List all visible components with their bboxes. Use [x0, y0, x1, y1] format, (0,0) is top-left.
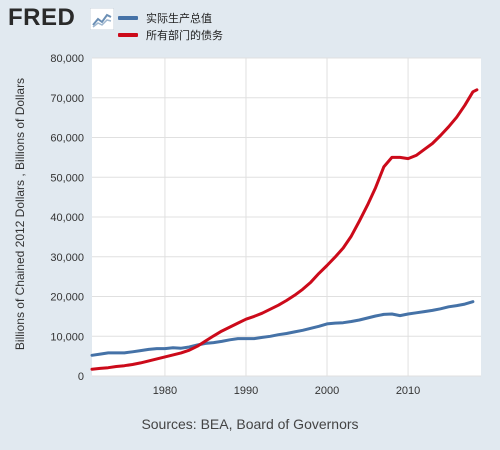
x-tick-label: 1990 — [234, 385, 258, 397]
y-axis-ticks: 0 10,000 20,000 30,000 40,000 50,000 60,000 70,… — [50, 53, 84, 383]
legend-item-real-gdp[interactable]: 实际生产总值 — [118, 9, 223, 26]
series-line-real-gdp[interactable] — [90, 300, 475, 357]
legend-label-real-gdp: 实际生产总值 — [146, 12, 212, 25]
x-axis-ticks: 1980 1990 2000 2010 — [153, 385, 421, 397]
y-tick-label: 30,000 — [50, 252, 84, 264]
legend-item-total-debt[interactable]: 所有部门的债务 — [118, 26, 223, 43]
y-axis-label: Billions of Chained 2012 Dollars , Billi… — [13, 77, 27, 351]
chart-legend: 实际生产总值 所有部门的债务 — [118, 9, 223, 43]
x-tick-label: 2000 — [315, 385, 339, 397]
y-tick-label: 20,000 — [50, 292, 84, 304]
x-tick-label: 2010 — [396, 385, 420, 397]
y-tick-label: 60,000 — [50, 133, 84, 145]
y-tick-label: 10,000 — [50, 331, 84, 343]
header: FRED 实际生产总值 所有部门的债务 — [0, 0, 500, 44]
y-tick-label: 0 — [78, 371, 84, 383]
y-tick-label: 70,000 — [50, 93, 84, 105]
legend-label-total-debt: 所有部门的债务 — [146, 29, 223, 42]
legend-swatch-red — [118, 32, 138, 37]
y-tick-label: 50,000 — [50, 172, 84, 184]
series-line-total-debt[interactable] — [90, 88, 479, 371]
fred-graph-icon — [90, 8, 114, 30]
legend-swatch-blue — [118, 15, 138, 20]
y-tick-label: 80,000 — [50, 53, 84, 65]
y-tick-label: 40,000 — [50, 212, 84, 224]
fred-logo[interactable]: FRED — [8, 4, 76, 31]
series-lines — [90, 88, 479, 371]
sources-footer: Sources: BEA, Board of Governors — [141, 416, 359, 432]
grid-lines — [92, 57, 481, 377]
x-tick-label: 1980 — [153, 385, 177, 397]
